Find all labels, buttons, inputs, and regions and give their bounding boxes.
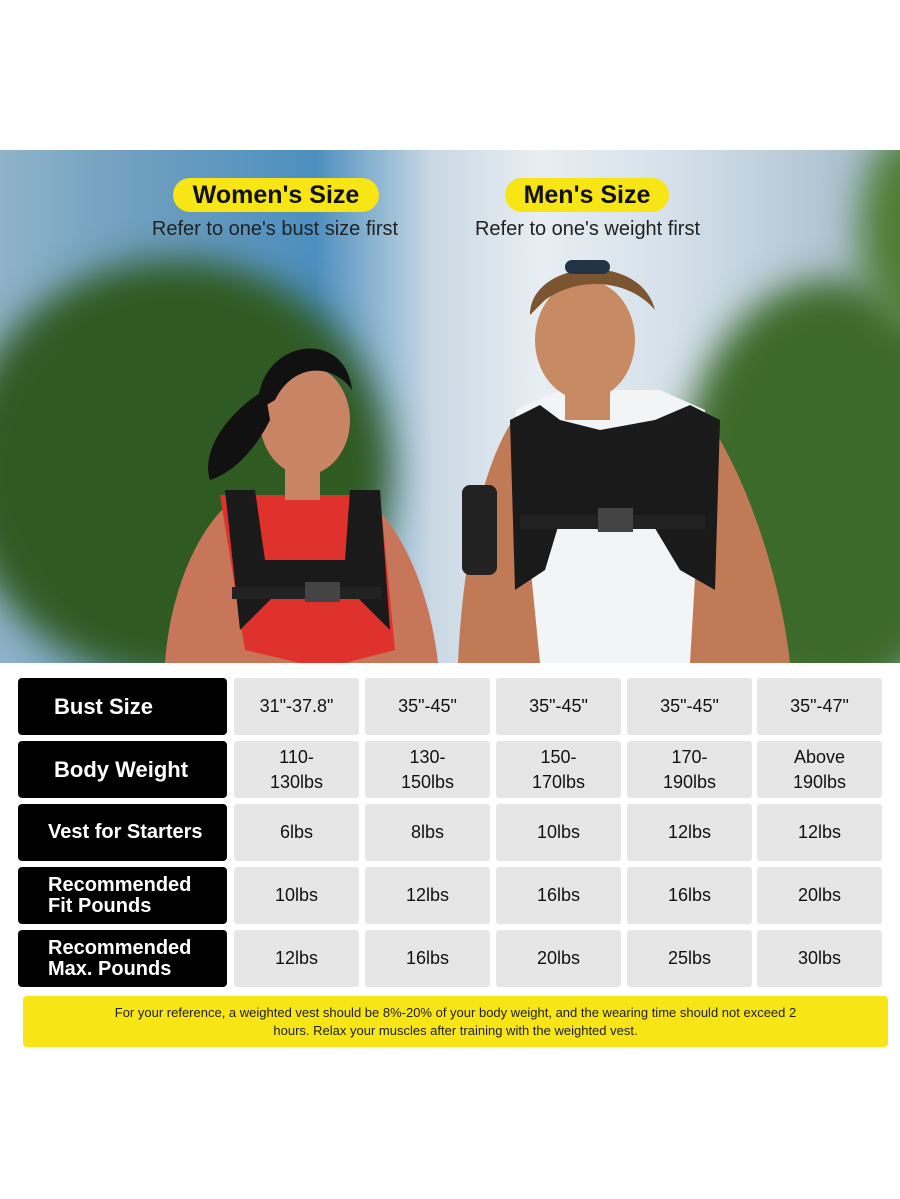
table-cell: 8lbs (365, 804, 490, 861)
table-cell: 12lbs (627, 804, 752, 861)
table-cell: 10lbs (234, 867, 359, 924)
table-cell: 110- 130lbs (234, 741, 359, 798)
table-cell: 16lbs (365, 930, 490, 987)
table-cell: 20lbs (496, 930, 621, 987)
table-cell: 170- 190lbs (627, 741, 752, 798)
table-cell: 35"-45" (627, 678, 752, 735)
row-label: Vest for Starters (18, 804, 227, 861)
womens-size-title: Women's Size (173, 178, 379, 212)
reference-note: For your reference, a weighted vest shou… (23, 996, 888, 1047)
row-label: Recommended Fit Pounds (18, 867, 227, 924)
row-label: Recommended Max. Pounds (18, 930, 227, 987)
table-cell: 30lbs (757, 930, 882, 987)
table-cell: 150- 170lbs (496, 741, 621, 798)
man-runner (458, 260, 790, 663)
table-cell: 31"-37.8" (234, 678, 359, 735)
mens-size-subtitle: Refer to one's weight first (474, 218, 701, 240)
hero-photo (0, 150, 900, 663)
table-cell: 6lbs (234, 804, 359, 861)
table-cell: 25lbs (627, 930, 752, 987)
table-cell: 35"-45" (365, 678, 490, 735)
table-cell: Above 190lbs (757, 741, 882, 798)
row-label: Body Weight (18, 741, 227, 798)
row-label: Bust Size (18, 678, 227, 735)
runners-illustration (165, 260, 790, 663)
womens-size-subtitle: Refer to one's bust size first (151, 218, 399, 240)
table-cell: 35"-45" (496, 678, 621, 735)
table-cell: 10lbs (496, 804, 621, 861)
table-cell: 12lbs (757, 804, 882, 861)
table-cell: 16lbs (496, 867, 621, 924)
woman-runner (165, 348, 438, 663)
table-cell: 130- 150lbs (365, 741, 490, 798)
table-cell: 20lbs (757, 867, 882, 924)
table-cell: 16lbs (627, 867, 752, 924)
mens-size-title: Men's Size (505, 178, 669, 212)
table-cell: 12lbs (365, 867, 490, 924)
table-cell: 35"-47" (757, 678, 882, 735)
table-cell: 12lbs (234, 930, 359, 987)
